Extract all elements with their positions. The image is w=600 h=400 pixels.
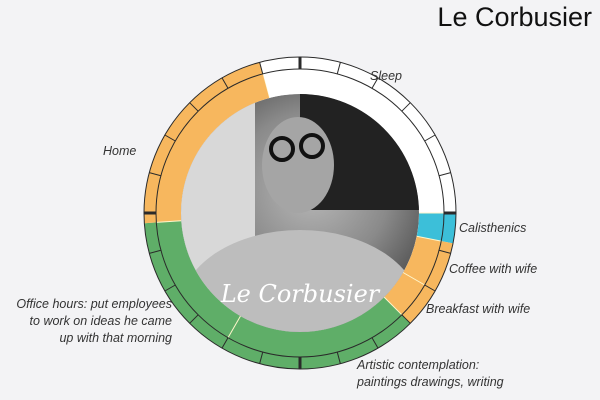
hour-tick (336, 62, 341, 75)
hour-tick (424, 134, 436, 142)
label-office: Office hours: put employees to work on i… (16, 296, 172, 347)
hour-tick (438, 249, 451, 254)
segment-home (144, 62, 270, 224)
hour-tick (221, 77, 229, 89)
segment-artistic (222, 297, 411, 369)
hour-tick (189, 314, 199, 324)
hour-tick (438, 172, 451, 177)
hour-tick (221, 337, 229, 349)
hour-tick (149, 172, 162, 177)
segment-sleep (259, 57, 456, 213)
segment-divider (402, 272, 425, 286)
label-artistic: Artistic contemplation: paintings drawin… (357, 357, 504, 391)
hour-tick (189, 102, 199, 112)
segment-divider (383, 296, 403, 316)
hour-tick (401, 314, 411, 324)
label-calisthenics: Calisthenics (459, 221, 527, 235)
label-breakfast: Breakfast with wife (426, 302, 531, 316)
label-artistic-line: Artistic contemplation: (357, 358, 480, 372)
segment-coffee (403, 236, 454, 291)
label-sleep: Sleep (370, 69, 402, 83)
segment-divider (156, 220, 182, 223)
hour-tick (401, 102, 411, 112)
hour-tick (371, 77, 379, 89)
hour-tick (164, 134, 176, 142)
hour-tick (149, 249, 162, 254)
hour-tick (259, 351, 264, 364)
segment-breakfast (384, 272, 436, 324)
segment-calisthenics (416, 213, 456, 244)
label-office-line: to work on ideas he came (29, 314, 172, 328)
label-office-line: Office hours: put employees (16, 297, 172, 311)
label-home: Home (103, 144, 137, 158)
hour-tick (336, 351, 341, 364)
label-artistic-line: paintings drawings, writing (357, 375, 504, 389)
segment-office (144, 220, 241, 349)
segment-divider (227, 315, 241, 338)
signature-logo: Le Corbusier (220, 280, 381, 308)
hour-tick (424, 284, 436, 292)
hour-tick (164, 284, 176, 292)
label-office-line: up with that morning (59, 331, 172, 345)
hour-tick (371, 337, 379, 349)
segment-divider (416, 235, 442, 242)
portrait-photo: Le Corbusier (181, 94, 419, 332)
label-coffee: Coffee with wife (449, 262, 538, 276)
hour-tick (259, 62, 264, 75)
page-title: Le Corbusier (437, 2, 592, 32)
